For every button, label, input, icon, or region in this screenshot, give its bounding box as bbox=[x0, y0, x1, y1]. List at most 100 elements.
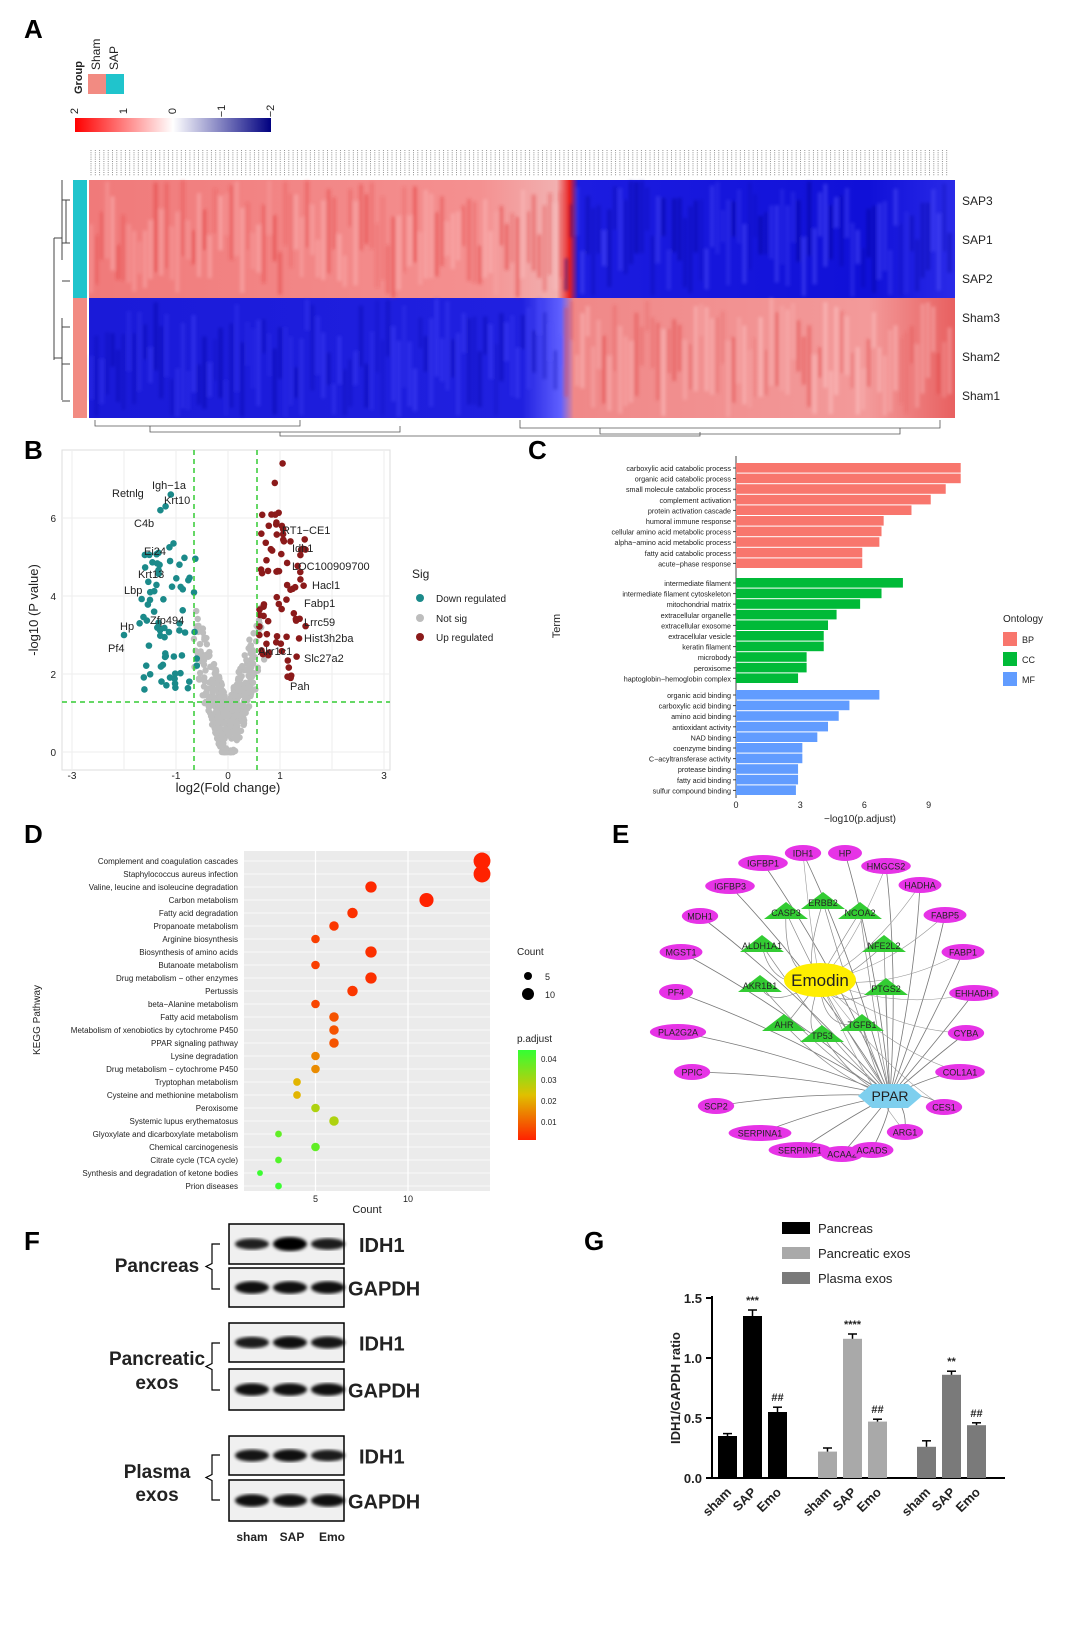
blot-group-label: Plasma bbox=[124, 1462, 191, 1483]
heatmap-cell bbox=[116, 349, 120, 403]
heatmap-cell bbox=[186, 370, 191, 411]
heatmap-cell bbox=[153, 302, 158, 371]
heatmap-cell bbox=[558, 191, 563, 279]
kegg-count-legend-5-dot bbox=[524, 972, 532, 980]
volcano-point-up bbox=[283, 596, 290, 603]
color-scale-tick: −1 bbox=[216, 105, 228, 118]
go-term-label: microbody bbox=[698, 653, 732, 662]
network-node-gene-label: IGFBP1 bbox=[747, 859, 779, 869]
go-term-label: alpha−amino acid metabolic process bbox=[615, 538, 732, 547]
blot-brace bbox=[204, 1243, 220, 1290]
heatmap-cell bbox=[526, 307, 531, 390]
heatmap-cell bbox=[909, 215, 914, 252]
volcano-xlabel: log2(Fold change) bbox=[176, 780, 281, 795]
volcano-point-notsig bbox=[190, 635, 198, 643]
network-edge bbox=[889, 951, 964, 1097]
heatmap-cell bbox=[683, 218, 687, 288]
go-bar bbox=[736, 558, 863, 568]
heatmap-cell bbox=[926, 202, 930, 271]
volcano-point-up bbox=[290, 610, 298, 617]
network-node-target bbox=[864, 978, 908, 995]
heatmap-cell bbox=[521, 189, 525, 278]
kegg-dot bbox=[275, 1156, 282, 1164]
volcano-point-up bbox=[277, 550, 285, 558]
bar-legend-label: Pancreatic exos bbox=[818, 1246, 911, 1261]
heatmap-cell bbox=[126, 311, 131, 372]
go-xtick: 6 bbox=[862, 800, 867, 810]
go-bar bbox=[736, 641, 824, 652]
volcano-point-up bbox=[283, 633, 290, 641]
heatmap-cell bbox=[310, 304, 315, 391]
bars: sham***SAP##Emo sham****SAP##Emo sham**SAP… bbox=[699, 1295, 986, 1519]
heatmap-cell bbox=[812, 228, 817, 285]
color-scale-ticks: 2 1 0 −1 −2 bbox=[69, 105, 277, 118]
heatmap-cell bbox=[483, 199, 488, 278]
volcano-point-up bbox=[263, 556, 270, 564]
heatmap-cell bbox=[342, 369, 347, 416]
heatmap-cell bbox=[866, 208, 871, 258]
heatmap-cell bbox=[634, 312, 639, 397]
network-node-gene bbox=[659, 944, 703, 960]
volcano-point-down bbox=[160, 596, 167, 603]
heatmap-cell bbox=[461, 205, 466, 247]
heatmap-cell bbox=[753, 337, 758, 398]
network-node-gene bbox=[728, 1125, 792, 1141]
kegg-dot bbox=[257, 1170, 263, 1176]
kegg-dot bbox=[419, 892, 434, 908]
go-xtick: 3 bbox=[798, 800, 803, 810]
bar bbox=[868, 1421, 887, 1478]
volcano-point-up bbox=[287, 674, 294, 682]
heatmap-cell bbox=[823, 302, 828, 388]
volcano-point-labeled bbox=[279, 460, 286, 467]
group-legend-sap: SAP bbox=[107, 46, 121, 70]
heatmap-cell bbox=[353, 201, 358, 286]
go-term-label: humoral immune response bbox=[646, 517, 731, 526]
kegg-dot bbox=[311, 1103, 320, 1113]
heatmap-cell bbox=[359, 305, 363, 367]
volcano-point-up bbox=[265, 651, 272, 659]
kegg-pathway-label: Chemical carcinogenesis bbox=[149, 1143, 238, 1152]
network-node-gene bbox=[935, 1064, 985, 1080]
volcano-point-up bbox=[278, 605, 285, 613]
heatmap-cell bbox=[440, 196, 444, 267]
heatmap-cell bbox=[742, 223, 747, 284]
volcano-point-notsig bbox=[214, 713, 222, 721]
volcano-point-notsig bbox=[233, 736, 241, 744]
heatmap-cell bbox=[834, 197, 839, 228]
bar-category-label: SAP bbox=[730, 1484, 760, 1514]
heatmap-cell bbox=[553, 350, 558, 390]
network-node-gene bbox=[649, 1024, 707, 1040]
volcano-point-up bbox=[300, 582, 307, 589]
go-bar bbox=[736, 526, 882, 537]
heatmap-cell bbox=[688, 343, 693, 390]
heatmap-cell bbox=[137, 311, 142, 392]
heatmap-cell bbox=[391, 216, 396, 298]
kegg-dot bbox=[347, 985, 358, 997]
kegg-dot bbox=[365, 881, 377, 893]
heatmap-cell bbox=[267, 180, 272, 235]
heatmap-cell bbox=[456, 211, 461, 261]
heatmap-cell bbox=[531, 194, 536, 271]
heatmap-cell bbox=[380, 196, 385, 280]
heatmap-cell bbox=[89, 355, 93, 400]
blot-band bbox=[273, 1383, 307, 1396]
blot-lane-label: sham bbox=[236, 1530, 267, 1544]
heatmap-cell bbox=[434, 212, 439, 277]
volcano-point-up bbox=[277, 640, 285, 648]
volcano-point-up bbox=[256, 606, 263, 613]
bar bbox=[768, 1412, 787, 1478]
volcano-up-gene-label: Lrrc59 bbox=[304, 617, 335, 629]
heatmap-cell bbox=[375, 300, 380, 373]
heatmap-cell bbox=[261, 204, 266, 284]
go-bar bbox=[736, 588, 882, 599]
heatmap-cell bbox=[585, 196, 590, 255]
volcano-point-down bbox=[140, 613, 147, 621]
volcano-point-notsig bbox=[245, 689, 252, 696]
group-legend-sap-swatch bbox=[106, 74, 124, 94]
heatmap-cell bbox=[89, 224, 93, 294]
network-node-gene-label: SCP2 bbox=[704, 1102, 728, 1112]
volcano-point-notsig bbox=[205, 693, 213, 701]
go-term-label: complement activation bbox=[659, 496, 731, 505]
volcano-points bbox=[120, 460, 309, 756]
volcano-point-notsig bbox=[212, 666, 220, 674]
